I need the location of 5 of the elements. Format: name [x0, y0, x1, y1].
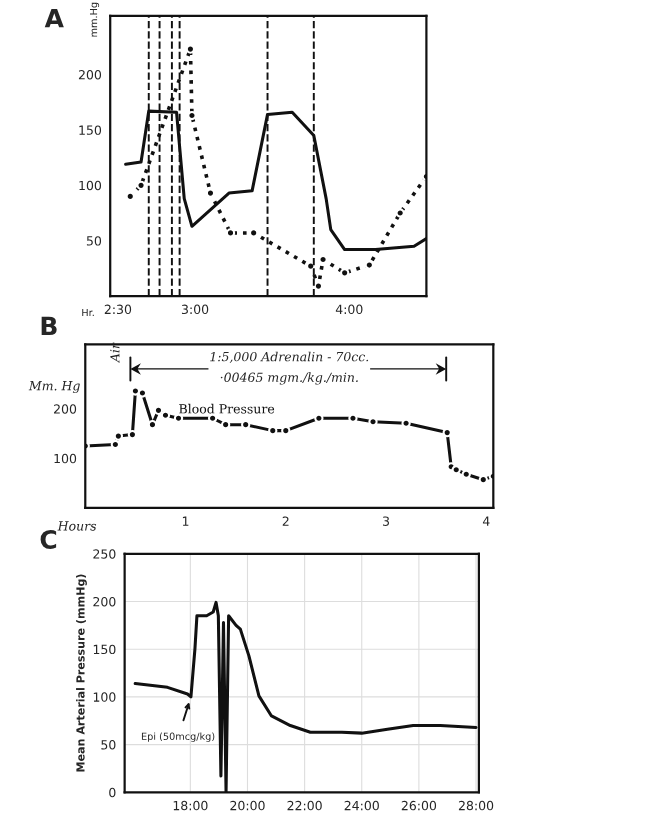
chart-title: C: [40, 530, 57, 549]
point: [136, 180, 146, 190]
point: [395, 208, 405, 218]
chart-title: A: [44, 9, 64, 28]
chart-title: B: [41, 316, 57, 336]
